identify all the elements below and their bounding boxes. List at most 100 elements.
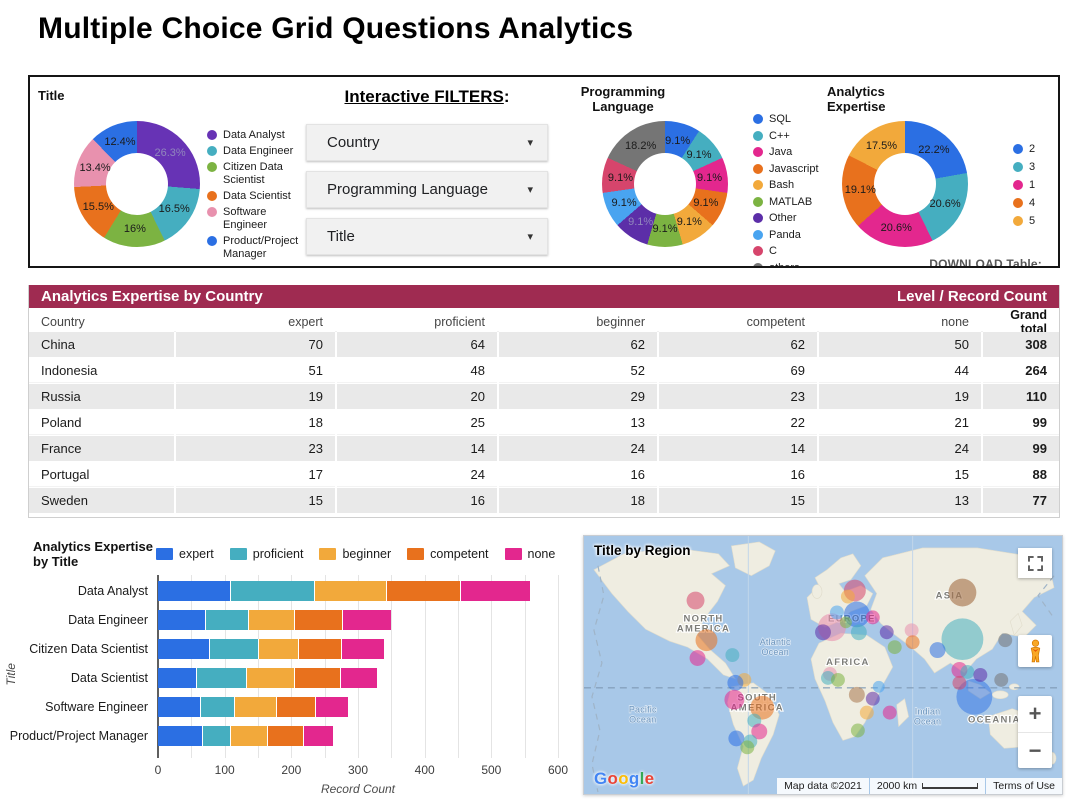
map-bubble[interactable] (973, 667, 988, 682)
bar-segment-expert[interactable] (158, 639, 210, 659)
column-header[interactable]: Country (29, 308, 174, 336)
map-bubble[interactable] (887, 640, 902, 655)
bar-segment-competent[interactable] (267, 726, 304, 746)
bar-segment-competent[interactable] (277, 697, 316, 717)
bar-segment-expert[interactable] (158, 581, 232, 601)
programming-language-filter-dropdown[interactable]: Programming Language ▾ (306, 171, 548, 208)
bar-segment-expert[interactable] (158, 668, 197, 688)
bar-segment-none[interactable] (460, 581, 530, 601)
bar-segment-beginner[interactable] (231, 726, 268, 746)
bar-segment-proficient[interactable] (202, 726, 232, 746)
map-bubble[interactable] (840, 589, 855, 604)
map-bubble[interactable] (830, 672, 845, 687)
stacked-bar[interactable] (158, 639, 384, 659)
map-bubble[interactable] (941, 618, 984, 661)
map-bubble[interactable] (829, 605, 844, 620)
map-bubble[interactable] (725, 648, 740, 663)
bar-segment-competent[interactable] (387, 581, 461, 601)
map-bubble[interactable] (751, 723, 768, 740)
map-bubble[interactable] (850, 723, 865, 738)
map-bubble[interactable] (839, 616, 852, 629)
fullscreen-button[interactable] (1018, 548, 1052, 578)
pie-chart-programming-language[interactable]: 9.1% 9.1% 9.1% 9.1% 9.1% 9.1% 9.1% 9.1% 9.1% 18.2… (602, 121, 728, 247)
bar-segment-beginner[interactable] (248, 610, 296, 630)
map-bubble[interactable] (727, 674, 744, 691)
terms-of-use-link[interactable]: Terms of Use (986, 778, 1062, 794)
zoom-out-button[interactable]: − (1018, 732, 1052, 768)
map-bubble[interactable] (948, 578, 977, 607)
map-bubble[interactable] (815, 624, 831, 641)
bar-segment-none[interactable] (303, 726, 334, 746)
column-header[interactable]: competent (659, 308, 817, 336)
bar-segment-proficient[interactable] (206, 610, 249, 630)
bar-segment-none[interactable] (340, 668, 378, 688)
map-bubble[interactable] (865, 691, 880, 706)
map-bubble[interactable] (724, 689, 745, 710)
stacked-bar[interactable] (158, 726, 334, 746)
map-bubble[interactable] (882, 705, 897, 720)
column-header[interactable]: none (819, 308, 981, 336)
column-header[interactable]: Grand total (983, 308, 1059, 336)
map-bubble[interactable] (956, 678, 993, 715)
map-bubble[interactable] (952, 675, 967, 690)
bar-segment-expert[interactable] (158, 726, 203, 746)
pie-chart-title[interactable]: 26.3% 16.5% 16% 15.5% 13.4% 12.4% (74, 121, 200, 247)
map-bubble[interactable] (929, 642, 946, 659)
bar-segment-proficient[interactable] (210, 639, 260, 659)
map-bubble[interactable] (740, 740, 755, 755)
pegman-button[interactable] (1018, 635, 1052, 667)
table-row: Indonesia 51 48 52 69 44 264 (29, 358, 1059, 383)
bar-segment-proficient[interactable] (231, 581, 316, 601)
pie-chart-analytics-expertise[interactable]: 22.2% 20.6% 20.6% 19.1% 17.5% (842, 121, 968, 247)
bar-segment-beginner[interactable] (246, 668, 296, 688)
map-bubble[interactable] (695, 629, 718, 652)
bar-segment-competent[interactable] (299, 639, 342, 659)
title-filter-dropdown[interactable]: Title ▾ (306, 218, 548, 255)
bar-segment-expert[interactable] (158, 610, 206, 630)
map-bubble[interactable] (689, 650, 706, 666)
map-bubble[interactable] (686, 591, 705, 610)
column-header[interactable]: beginner (499, 308, 657, 336)
map-bubble[interactable] (848, 686, 865, 703)
bar-segment-beginner[interactable] (259, 639, 300, 659)
map-bubble[interactable] (750, 695, 775, 720)
bar-segment-none[interactable] (343, 610, 392, 630)
stacked-bar[interactable] (158, 697, 348, 717)
bar-segment-proficient[interactable] (200, 697, 236, 717)
bar-segment-competent[interactable] (295, 668, 341, 688)
fullscreen-icon (1027, 555, 1043, 571)
map-bubble[interactable] (998, 633, 1013, 648)
download-table-link[interactable]: DOWNLOAD Table: (929, 257, 1042, 268)
google-logo[interactable]: Google (594, 769, 654, 789)
stacked-bar[interactable] (158, 668, 378, 688)
map-bubble[interactable] (850, 624, 867, 641)
title-by-region-map[interactable]: NORTHAMERICASOUTHAMERICAEUROPEASIAAFRICA… (583, 535, 1063, 795)
bar-segment-none[interactable] (315, 697, 348, 717)
map-bubble[interactable] (905, 635, 920, 650)
bar-segment-proficient[interactable] (196, 668, 247, 688)
bar-segment-expert[interactable] (158, 697, 201, 717)
column-header[interactable]: proficient (337, 308, 497, 336)
country-cell: Portugal (29, 462, 174, 487)
bar-segment-beginner[interactable] (315, 581, 388, 601)
stacked-bar[interactable] (158, 581, 530, 601)
dropdown-label: Programming Language (327, 181, 488, 198)
map-bubble[interactable] (872, 680, 885, 693)
bar-segment-competent[interactable] (295, 610, 344, 630)
column-header[interactable]: expert (176, 308, 335, 336)
map-bubble[interactable] (994, 672, 1009, 687)
value-cell: 308 (983, 332, 1059, 357)
map-bubble[interactable] (865, 610, 880, 625)
zoom-in-button[interactable]: + (1028, 701, 1042, 726)
world-map[interactable]: NORTHAMERICASOUTHAMERICAEUROPEASIAAFRICA… (584, 536, 1062, 794)
map-bubble[interactable] (904, 623, 919, 638)
map-bubble[interactable] (960, 665, 975, 679)
country-filter-dropdown[interactable]: Country ▾ (306, 124, 548, 161)
stacked-bar[interactable] (158, 610, 392, 630)
map-bubble[interactable] (728, 730, 745, 747)
map-bubble[interactable] (859, 705, 874, 720)
map-bubble[interactable] (879, 625, 894, 640)
bar-plot[interactable]: 0 100 200 300 400 500 600 (155, 575, 568, 777)
bar-segment-beginner[interactable] (235, 697, 278, 717)
bar-segment-none[interactable] (341, 639, 384, 659)
